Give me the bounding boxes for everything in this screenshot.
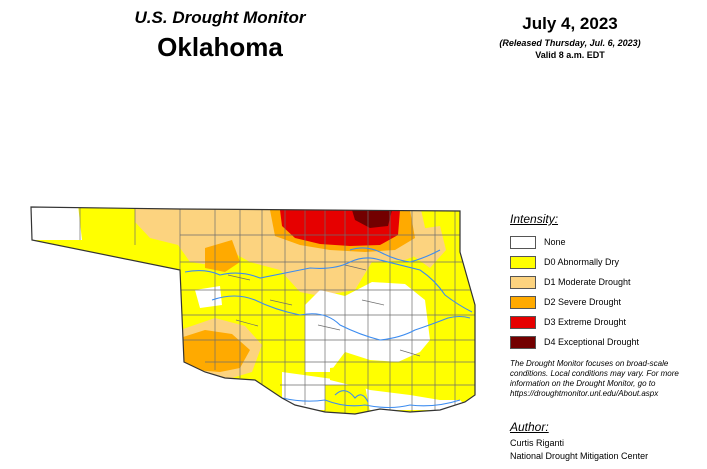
legend-label: None (544, 237, 566, 247)
legend: Intensity: None D0 Abnormally Dry D1 Mod… (510, 212, 700, 352)
legend-swatch-d1 (510, 275, 536, 289)
author-org: National Drought Mitigation Center (510, 451, 649, 461)
monitor-title: U.S. Drought Monitor (134, 8, 306, 27)
none-area-panhandle (31, 207, 82, 240)
legend-label: D0 Abnormally Dry (544, 257, 620, 267)
legend-title: Intensity: (510, 212, 559, 226)
author-name: Curtis Riganti (510, 438, 565, 448)
rivers (184, 247, 473, 409)
state-outline (30, 206, 476, 415)
legend-item-d0: D0 Abnormally Dry (510, 252, 700, 272)
valid-time: Valid 8 a.m. EDT (535, 50, 605, 60)
legend-item-d3: D3 Extreme Drought (510, 312, 700, 332)
county-lines (79, 207, 475, 414)
none-area-central (305, 282, 430, 372)
map-date: July 4, 2023 (522, 14, 618, 33)
cimarron-river (184, 257, 473, 313)
disclaimer: The Drought Monitor focuses on broad-sca… (510, 359, 679, 398)
drought-areas (31, 207, 475, 414)
date-block: July 4, 2023 (Released Thursday, Jul. 6,… (470, 14, 670, 60)
author-title: Author: (510, 420, 549, 434)
d4-exceptional-drought (352, 210, 392, 228)
title-block: U.S. Drought Monitor Oklahoma (120, 8, 320, 63)
state-title: Oklahoma (157, 32, 283, 62)
legend-label: D4 Exceptional Drought (544, 337, 640, 347)
legend-item-d2: D2 Severe Drought (510, 292, 700, 312)
legend-label: D3 Extreme Drought (544, 317, 627, 327)
legend-item-none: None (510, 232, 700, 252)
legend-item-d1: D1 Moderate Drought (510, 272, 700, 292)
d0-south-texoma (325, 385, 370, 412)
canadian-river (211, 295, 471, 341)
legend-label: D1 Moderate Drought (544, 277, 631, 287)
legend-swatch-d3 (510, 315, 536, 329)
red-river (281, 397, 461, 409)
author-block: Author: Curtis Riganti National Drought … (510, 420, 705, 463)
arkansas-river (349, 247, 441, 263)
legend-label: D2 Severe Drought (544, 297, 622, 307)
d1-moderate-drought-east (412, 226, 446, 268)
legend-swatch-none (510, 235, 536, 249)
release-date: (Released Thursday, Jul. 6, 2023) (499, 38, 641, 48)
legend-swatch-d4 (510, 335, 536, 349)
legend-swatch-d2 (510, 295, 536, 309)
legend-item-d4: D4 Exceptional Drought (510, 332, 700, 352)
legend-swatch-d0 (510, 255, 536, 269)
d2-severe-drought-west (205, 240, 240, 272)
lake-texoma (334, 390, 369, 403)
